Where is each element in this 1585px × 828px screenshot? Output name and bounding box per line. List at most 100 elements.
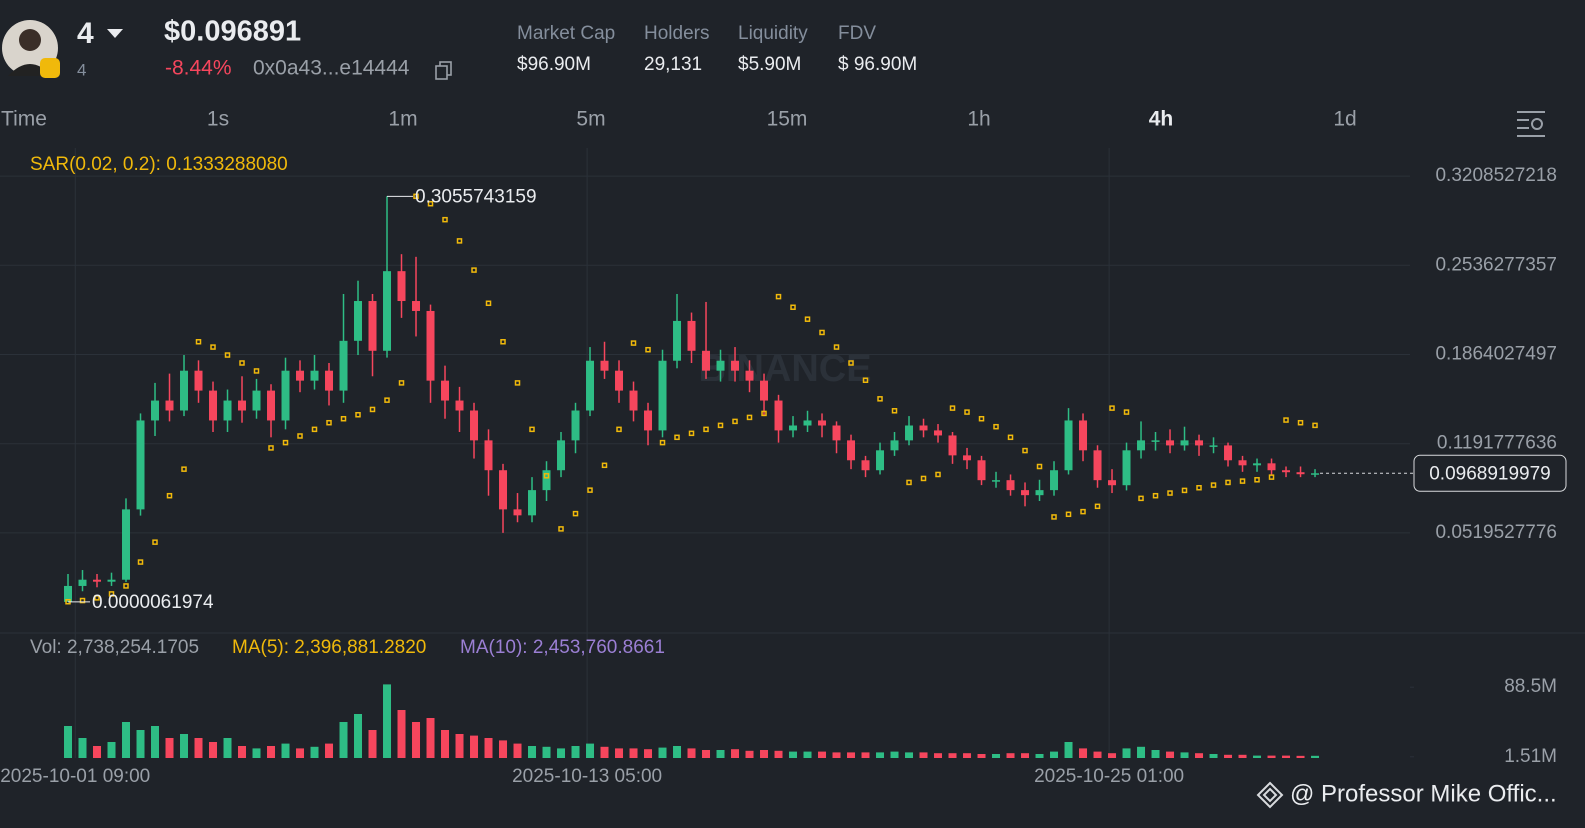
volume-bar	[1282, 755, 1291, 758]
sar-dot	[877, 396, 883, 402]
stat-value: $5.90M	[738, 54, 801, 75]
candle-body	[1238, 460, 1247, 466]
settings-gear	[1531, 118, 1543, 130]
sar-dot	[674, 434, 680, 441]
candle-body	[1282, 470, 1291, 473]
volume-bar	[948, 753, 957, 758]
sar-dot	[790, 304, 796, 311]
candle-body	[93, 579, 102, 582]
sar-dot	[253, 368, 260, 374]
volume-bar	[397, 710, 406, 758]
volume-bar	[1267, 755, 1276, 758]
volume-tick-label: 1.51M	[1504, 746, 1557, 767]
candle-body	[1108, 480, 1117, 486]
candle-body	[731, 360, 740, 371]
max-label: 0.3055743159	[415, 186, 537, 207]
interval-tab[interactable]: 5m	[576, 108, 605, 131]
candle-body	[1253, 463, 1262, 466]
candle-body	[325, 370, 334, 391]
price: $0.096891	[164, 16, 301, 48]
candle-body	[426, 310, 435, 381]
volume-bar	[1224, 754, 1233, 758]
sar-dot	[1196, 484, 1202, 491]
candle-body	[876, 450, 885, 471]
volume-bar	[310, 746, 319, 758]
volume-bar	[64, 726, 73, 758]
stat-value: $ 96.90M	[838, 54, 917, 75]
sar-dot	[181, 466, 187, 472]
volume-bar	[1253, 755, 1262, 758]
candle-body	[1195, 440, 1204, 446]
sar-dot	[543, 473, 550, 479]
interval-tab[interactable]: 4h	[1149, 108, 1174, 131]
interval-tab[interactable]: 1h	[967, 108, 990, 131]
sar-dot	[427, 200, 434, 207]
candle-body	[745, 370, 754, 381]
volume-bar	[1195, 753, 1204, 758]
volume-bar	[1064, 742, 1073, 758]
volume-bar	[470, 735, 479, 758]
sar-dot	[268, 445, 274, 451]
interval-tab[interactable]: 1m	[388, 108, 417, 131]
footer: @ Professor Mike Offic...	[1290, 780, 1557, 807]
sar-dot	[688, 430, 695, 437]
volume-bar	[122, 722, 131, 758]
sar-dot	[746, 414, 753, 421]
sar-dot	[601, 462, 608, 469]
candle-body	[267, 390, 276, 421]
sar-dot	[717, 422, 724, 429]
candle-body	[1296, 472, 1305, 475]
volume-bar	[339, 722, 348, 758]
address: 0x0a43...e14444	[253, 57, 410, 80]
candle-body	[1311, 473, 1320, 475]
volume-bar	[1238, 754, 1247, 758]
settings-icon[interactable]	[1517, 111, 1545, 137]
volume-bar	[760, 750, 769, 758]
sar-dot	[471, 267, 477, 273]
sar-dot	[529, 426, 535, 433]
volume-bar	[557, 748, 566, 758]
candle-body	[716, 360, 725, 371]
sar-dot	[1210, 482, 1217, 488]
symbol-dropdown[interactable]	[107, 29, 123, 38]
sar-dot	[862, 377, 869, 383]
sar-dot	[891, 408, 898, 414]
volume-bar	[905, 752, 914, 758]
candle-body	[194, 370, 203, 391]
sar-dot	[1167, 490, 1173, 496]
volume-bar	[963, 753, 972, 758]
interval-tab[interactable]: 1d	[1333, 108, 1356, 131]
sar-dot	[964, 409, 970, 415]
interval-tab[interactable]: 1s	[207, 108, 229, 131]
candle-body	[499, 470, 508, 510]
candle-body	[339, 340, 348, 391]
volume-bar	[1209, 754, 1218, 758]
interval-tab[interactable]: 15m	[767, 108, 808, 131]
sar-dot	[224, 352, 231, 358]
y-tick-label: 0.3208527218	[1435, 165, 1557, 186]
volume-label: Vol: 2,738,254.1705	[30, 637, 199, 658]
sar-dot	[311, 426, 318, 433]
interval-tab[interactable]: Time	[1, 108, 47, 131]
volume-bar	[151, 726, 160, 758]
volume-bar	[499, 740, 508, 758]
x-tick-label: 2025-10-13 05:00	[512, 766, 662, 787]
change: -8.44%	[165, 57, 232, 80]
watermark: BINANCE	[698, 348, 871, 390]
candle-body	[1050, 470, 1059, 491]
sar-dot	[384, 397, 390, 403]
volume-bar	[412, 722, 421, 758]
candle-body	[948, 435, 957, 456]
volume-bar	[745, 750, 754, 758]
volume-bar	[78, 738, 87, 758]
sar-dot	[123, 583, 129, 589]
candle-body	[1209, 445, 1218, 447]
sar-dot	[1065, 511, 1072, 518]
candle-body	[209, 390, 218, 421]
sar-dot	[1109, 405, 1115, 411]
symbol[interactable]: 4	[77, 17, 94, 50]
volume-bar	[673, 746, 682, 758]
sar-dot	[340, 415, 347, 422]
sar-dot	[616, 426, 622, 433]
sar-dot	[732, 418, 738, 425]
